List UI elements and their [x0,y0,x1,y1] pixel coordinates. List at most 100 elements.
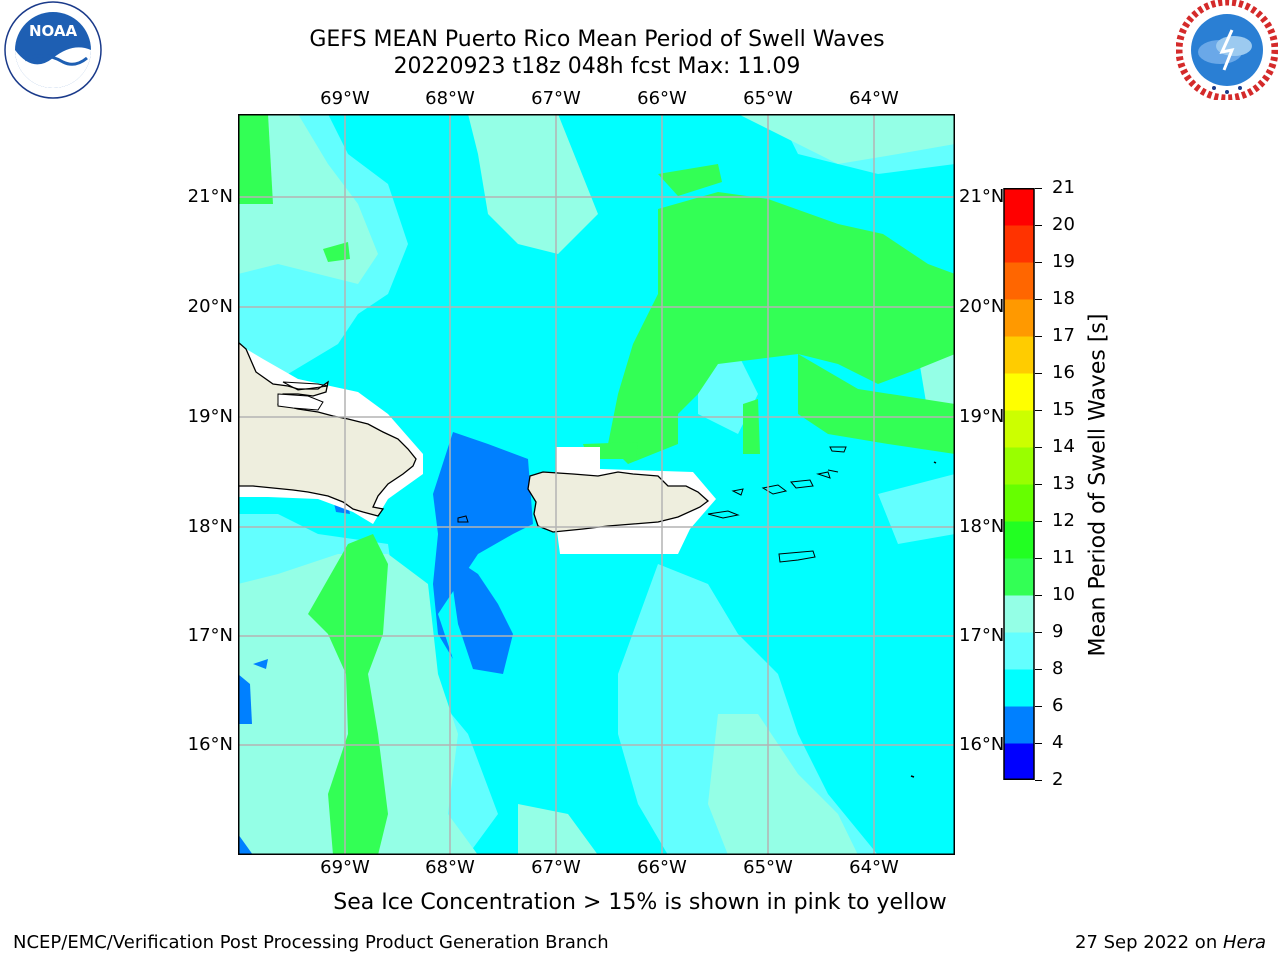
colorbar-tick-label: 16 [1052,362,1075,383]
colorbar-tick-mark [1035,298,1042,300]
nws-logo [1175,0,1279,102]
colorbar-tick-mark [1035,409,1042,411]
colorbar-segment [1004,225,1034,263]
lon-label-top: 67°W [531,88,581,109]
lon-label-top: 64°W [849,88,899,109]
chart-title-line2: 20220923 t18z 048h fcst Max: 11.09 [393,54,801,79]
colorbar-segment [1004,595,1034,633]
sea-ice-note: Sea Ice Concentration > 15% is shown in … [333,890,947,915]
chart-title-line1: GEFS MEAN Puerto Rico Mean Period of Swe… [309,27,885,52]
colorbar-segment [1004,558,1034,596]
lon-label-bottom: 68°W [425,857,475,878]
colorbar-tick-mark [1035,779,1042,781]
anegada-islands [816,446,847,479]
colorbar-tick-label: 2 [1052,769,1064,790]
colorbar-segment [1004,484,1034,522]
colorbar-segment [1004,336,1034,374]
colorbar-tick-mark [1035,594,1042,596]
lat-label-left: 18°N [187,516,233,537]
bvi-islands [790,479,814,489]
colorbar-tick-label: 15 [1052,399,1075,420]
culebra-island [731,488,744,496]
lon-label-top: 65°W [743,88,793,109]
lat-label-right: 18°N [959,516,1005,537]
colorbar-tick-mark [1035,668,1042,670]
colorbar-tick-mark [1035,446,1042,448]
colorbar-tick-label: 6 [1052,695,1064,716]
contour-10-11 [238,114,955,855]
small-island-e [933,461,937,464]
colorbar-tick-label: 13 [1052,473,1075,494]
colorbar-tick-mark [1035,261,1042,263]
colorbar-tick-mark [1035,483,1042,485]
lat-label-left: 20°N [187,296,233,317]
footer-credit: NCEP/EMC/Verification Post Processing Pr… [13,932,609,953]
colorbar [1003,188,1035,781]
lat-label-right: 16°N [959,734,1005,755]
colorbar-label: Mean Period of Swell Waves [s] [1085,313,1111,657]
colorbar-frame [1003,188,1035,780]
puerto-rico-land [527,471,710,533]
lon-label-top: 69°W [320,88,370,109]
colorbar-tick-mark [1035,705,1042,707]
lat-label-left: 21°N [187,186,233,207]
colorbar-segment [1004,373,1034,411]
colorbar-tick-label: 11 [1052,547,1075,568]
lon-label-top: 66°W [637,88,687,109]
small-island-se [910,775,915,778]
colorbar-tick-label: 18 [1052,288,1075,309]
colorbar-tick-label: 4 [1052,732,1064,753]
colorbar-segment [1004,447,1034,485]
st-croix-island [778,550,816,563]
colorbar-tick-mark [1035,372,1042,374]
colorbar-segment [1004,299,1034,337]
lat-label-right: 20°N [959,296,1005,317]
lon-label-bottom: 65°W [743,857,793,878]
colorbar-segment [1004,262,1034,300]
lon-label-bottom: 67°W [531,857,581,878]
colorbar-tick-label: 14 [1052,436,1075,457]
vieques-island [707,510,740,519]
hispaniola-bay [277,393,324,411]
map-frame [238,114,955,855]
colorbar-segment [1004,521,1034,559]
lat-label-right: 19°N [959,406,1005,427]
tortuga-island [282,381,329,391]
colorbar-tick-mark [1035,187,1042,189]
footer-date: 27 Sep 2022 on Hera [1075,932,1266,953]
colorbar-tick-label: 20 [1052,214,1075,235]
colorbar-tick-mark [1035,520,1042,522]
swell-period-map [238,114,955,855]
noaa-logo-text: NOAA [29,22,78,40]
colorbar-segment [1004,188,1034,226]
colorbar-tick-mark [1035,631,1042,633]
colorbar-tick-label: 9 [1052,621,1064,642]
lon-label-top: 68°W [425,88,475,109]
colorbar-tick-mark [1035,224,1042,226]
lat-label-left: 17°N [187,625,233,646]
lon-label-bottom: 66°W [637,857,687,878]
mona-island [457,515,469,523]
colorbar-tick-label: 19 [1052,251,1075,272]
lat-label-left: 16°N [187,734,233,755]
noaa-logo: NOAA [3,0,103,100]
lat-label-right: 21°N [959,186,1005,207]
colorbar-segment [1004,669,1034,707]
colorbar-segment [1004,410,1034,448]
colorbar-segment [1004,743,1034,781]
lon-label-bottom: 69°W [320,857,370,878]
footer-host: Hera [1222,932,1266,953]
colorbar-tick-label: 12 [1052,510,1075,531]
colorbar-tick-mark [1035,742,1042,744]
lat-label-right: 17°N [959,625,1005,646]
footer-date-text: 27 Sep 2022 on [1075,932,1223,953]
st-thomas-island [761,484,788,495]
colorbar-segment [1004,632,1034,670]
colorbar-tick-mark [1035,557,1042,559]
lon-label-bottom: 64°W [849,857,899,878]
colorbar-tick-mark [1035,335,1042,337]
colorbar-tick-label: 10 [1052,584,1075,605]
colorbar-tick-label: 21 [1052,177,1075,198]
graticule [238,114,955,855]
colorbar-segment [1004,706,1034,744]
